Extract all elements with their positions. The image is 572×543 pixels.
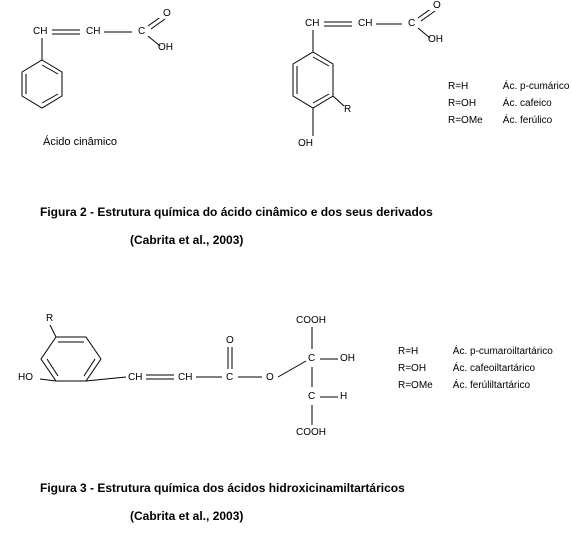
- fig2-right-r: R: [344, 104, 351, 115]
- fig2-left-structure: CH CH C O OH Ácido cinâmico: [18, 18, 198, 158]
- legend-key: R=OH: [398, 360, 450, 377]
- fig3-ch2: CH: [178, 372, 192, 383]
- fig2-right-oh: OH: [428, 34, 443, 45]
- figure2-row: CH CH C O OH Ácido cinâmico CH: [0, 0, 572, 175]
- fig3-ohmid: OH: [340, 353, 355, 364]
- fig2-legend: R=H Ác. p-cumárico R=OH Ác. cafeico R=OM…: [448, 78, 569, 129]
- fig3-legend: R=H Ác. p-cumaroiltartárico R=OH Ác. caf…: [398, 343, 553, 394]
- legend-name: Ác. cafeoiltartárico: [453, 363, 535, 374]
- fig3-legend-row-0: R=H Ác. p-cumaroiltartárico: [398, 343, 553, 360]
- fig2-legend-row-1: R=OH Ác. cafeico: [448, 95, 569, 112]
- legend-key: R=OMe: [398, 377, 450, 394]
- fig2-caption: Figura 2 - Estrutura química do ácido ci…: [0, 205, 572, 219]
- fig2-left-label: Ácido cinâmico: [43, 136, 117, 148]
- fig3-ch1: CH: [128, 372, 142, 383]
- legend-key: R=H: [448, 78, 500, 95]
- fig2-left-oh: OH: [158, 42, 173, 53]
- fig3-r: R: [46, 313, 53, 324]
- fig3-cmid1: C: [308, 353, 315, 364]
- fig2-right-o: O: [433, 0, 441, 11]
- fig3-c: C: [226, 372, 233, 383]
- legend-name: Ác. p-cumárico: [503, 81, 570, 92]
- fig2-legend-row-2: R=OMe Ác. ferúlico: [448, 112, 569, 129]
- fig2-legend-row-0: R=H Ác. p-cumárico: [448, 78, 569, 95]
- fig2-right-ch2: CH: [358, 18, 372, 29]
- fig3-svg: [18, 287, 398, 447]
- fig3-cooh-top: COOH: [296, 315, 326, 326]
- legend-name: Ác. ferúliltartárico: [453, 380, 530, 391]
- fig2-left-ch2: CH: [86, 26, 100, 37]
- fig3-caption: Figura 3 - Estrutura química dos ácidos …: [0, 481, 572, 495]
- fig3-ho: HO: [18, 372, 33, 383]
- legend-name: Ác. ferúlico: [503, 115, 552, 126]
- legend-key: R=OH: [448, 95, 500, 112]
- fig2-right-structure: CH CH C O OH R OH: [280, 10, 460, 160]
- fig2-right-c: C: [408, 18, 415, 29]
- fig2-citation: (Cabrita et al., 2003): [0, 233, 572, 247]
- fig2-right-ch1: CH: [305, 18, 319, 29]
- fig3-legend-row-2: R=OMe Ác. ferúliltartárico: [398, 377, 553, 394]
- fig3-legend-row-1: R=OH Ác. cafeoiltartárico: [398, 360, 553, 377]
- fig3-citation: (Cabrita et al., 2003): [0, 509, 572, 523]
- fig2-left-c: C: [138, 26, 145, 37]
- figure3-row: R HO CH CH C O O COOH C OH C H COOH: [0, 287, 572, 457]
- legend-name: Ác. cafeico: [503, 98, 552, 109]
- fig3-odbl: O: [226, 335, 234, 346]
- legend-key: R=OMe: [448, 112, 500, 129]
- legend-key: R=H: [398, 343, 450, 360]
- legend-name: Ác. p-cumaroiltartárico: [453, 346, 553, 357]
- fig2-right-ohb: OH: [298, 138, 313, 149]
- fig2-left-ch1: CH: [33, 26, 47, 37]
- fig3-structure: R HO CH CH C O O COOH C OH C H COOH: [18, 287, 398, 447]
- fig3-hmid: H: [340, 391, 347, 402]
- fig3-olink: O: [266, 372, 274, 383]
- fig3-cooh-bot: COOH: [296, 427, 326, 438]
- fig2-left-o: O: [163, 8, 171, 19]
- fig3-cmid2: C: [308, 391, 315, 402]
